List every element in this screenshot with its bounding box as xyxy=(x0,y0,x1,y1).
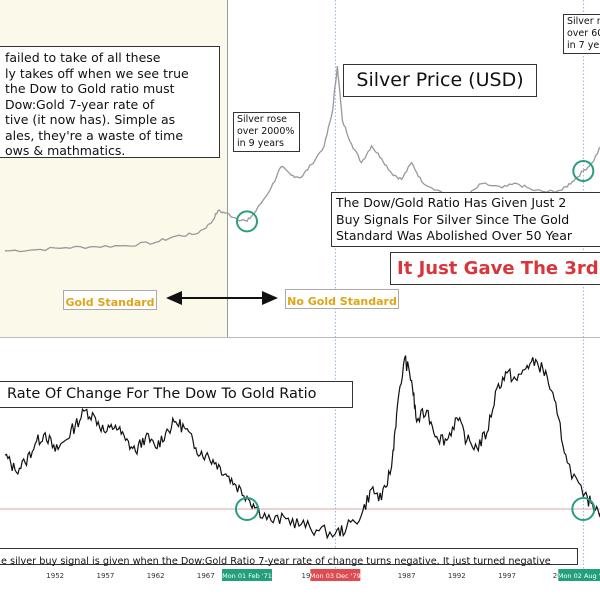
x-tick-label: 20 xyxy=(553,572,562,580)
arrow-head-right xyxy=(262,291,278,305)
gave-3rd-box: It Just Gave The 3rd xyxy=(390,252,600,285)
caption-box: e silver buy signal is given when the Do… xyxy=(0,548,578,567)
rose2-line: Silver r xyxy=(567,16,600,27)
x-tick-label: 1967 xyxy=(197,572,215,580)
buy-signal-circle xyxy=(235,210,258,233)
date-marker-2004: Mon 02 Aug '04 xyxy=(558,572,600,580)
signal-line: Standard Was Abolished Over 50 Year xyxy=(336,228,573,243)
intro-line: ly takes off when we see true xyxy=(5,65,189,81)
arrow-head-left xyxy=(166,291,182,305)
date-marker-1971-bg xyxy=(221,569,272,581)
intro-line: tive (it now has). Simple as xyxy=(5,112,176,127)
rose-line: over 2000% xyxy=(237,126,295,137)
x-tick-label: 197 xyxy=(302,572,315,580)
rose-line: in 9 years xyxy=(237,138,284,149)
x-tick-label: 1997 xyxy=(498,572,516,580)
x-tick-label: 1987 xyxy=(398,572,416,580)
x-tick-label: 1962 xyxy=(147,572,165,580)
rose-line: Silver rose xyxy=(237,114,288,125)
intro-line: ales, they're a waste of time xyxy=(5,127,184,143)
date-marker-1979-bg xyxy=(310,569,361,581)
no-gold-standard-label-box: No Gold Standard xyxy=(285,289,399,309)
silver-title-box: Silver Price (USD) xyxy=(343,64,537,97)
intro-line: the Dow to Gold ratio must xyxy=(5,81,175,96)
panel-separator xyxy=(0,337,600,338)
intro-line: Dow:Gold 7-year rate of xyxy=(5,96,155,112)
rose2-line: in 7 ye xyxy=(567,40,600,51)
intro-text-box: failed to take of all these ly takes off… xyxy=(0,46,220,158)
x-tick-label: 1992 xyxy=(448,572,466,580)
x-tick-label: 1952 xyxy=(46,572,64,580)
gold-standard-label-box: Gold Standard xyxy=(63,290,157,310)
intro-line: failed to take of all these xyxy=(5,50,161,65)
date-marker-1971: Mon 01 Feb '71 xyxy=(222,572,272,580)
buy-signals-box: The Dow/Gold Ratio Has Given Just 2 Buy … xyxy=(331,192,600,247)
gold-standard-label: Gold Standard xyxy=(65,296,155,309)
no-gold-standard-label: No Gold Standard xyxy=(287,295,397,308)
roc-title: Rate Of Change For The Dow To Gold Ratio xyxy=(7,386,317,402)
roc-signal-circle xyxy=(571,497,596,521)
signal-line: Buy Signals For Silver Since The Gold xyxy=(336,211,570,227)
silver-rose-box: Silver rose over 2000% in 9 years xyxy=(233,112,300,152)
intro-line: ows & mathmatics. xyxy=(5,143,126,158)
gave-3rd-text: It Just Gave The 3rd xyxy=(397,258,599,279)
date-marker-1979: Mon 03 Dec '79 xyxy=(310,572,361,580)
roc-signal-circle xyxy=(234,497,259,521)
intro-text: failed to take of all these ly takes off… xyxy=(5,50,213,159)
roc-line xyxy=(4,355,600,540)
rose2-line: over 60 xyxy=(567,28,600,39)
x-tick-label: 1957 xyxy=(97,572,115,580)
gold-standard-divider xyxy=(227,0,228,338)
silver-title: Silver Price (USD) xyxy=(356,69,524,91)
signal-line: The Dow/Gold Ratio Has Given Just 2 xyxy=(336,195,567,210)
buy-signal-circle xyxy=(572,160,595,182)
silver-rose-box-2: Silver r over 60 in 7 ye xyxy=(563,14,600,54)
caption-text: e silver buy signal is given when the Do… xyxy=(1,556,551,567)
roc-title-box: Rate Of Change For The Dow To Gold Ratio xyxy=(0,381,353,408)
date-marker-2004-bg xyxy=(558,569,600,581)
silver-price-line xyxy=(4,65,600,253)
